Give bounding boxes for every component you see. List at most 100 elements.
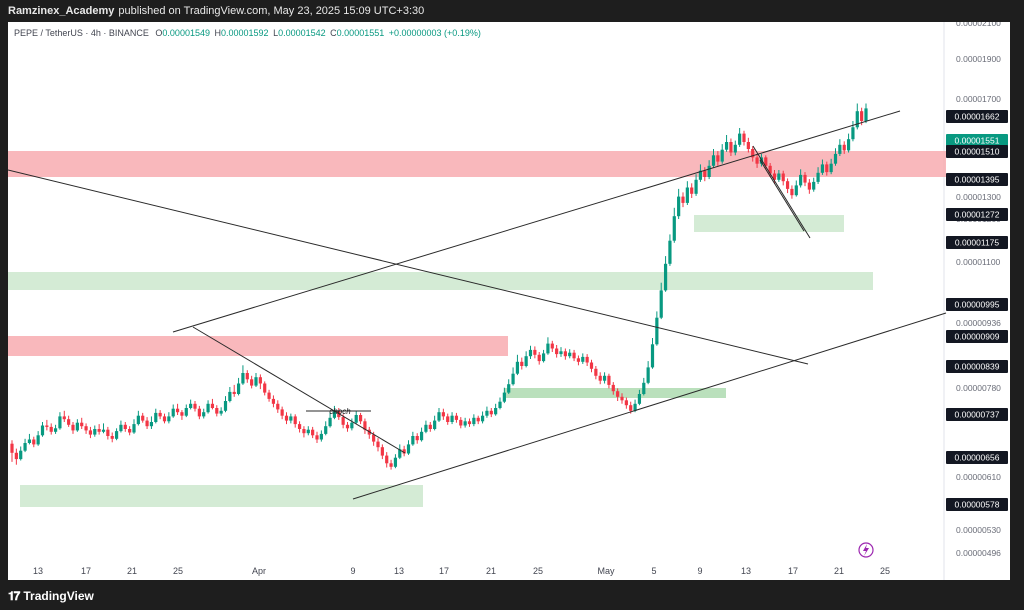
candle-body[interactable] (838, 144, 842, 154)
candle-body[interactable] (363, 421, 367, 430)
candle-body[interactable] (537, 354, 541, 362)
candle-body[interactable] (559, 351, 563, 355)
candle-body[interactable] (428, 424, 432, 429)
candle-body[interactable] (607, 375, 611, 385)
candle-body[interactable] (463, 421, 467, 426)
candle-body[interactable] (293, 416, 297, 425)
candle-body[interactable] (354, 415, 358, 423)
candle-body[interactable] (62, 416, 66, 420)
candle-body[interactable] (193, 403, 197, 409)
candle-body[interactable] (175, 408, 180, 413)
candle-body[interactable] (114, 431, 119, 439)
candle-body[interactable] (206, 403, 210, 413)
candle-body[interactable] (498, 401, 502, 408)
candle-body[interactable] (341, 417, 345, 425)
candle-body[interactable] (864, 108, 868, 121)
candle-body[interactable] (568, 352, 572, 357)
candle-body[interactable] (263, 383, 267, 393)
candle-body[interactable] (799, 174, 803, 186)
candle-body[interactable] (494, 408, 498, 415)
candle-body[interactable] (49, 426, 53, 432)
candle-body[interactable] (171, 408, 175, 417)
candle-body[interactable] (40, 425, 45, 436)
candle-body[interactable] (433, 420, 437, 429)
symbol-name[interactable]: PEPE / TetherUS · 4h · BINANCE (14, 28, 149, 38)
candle-body[interactable] (842, 144, 846, 151)
candle-body[interactable] (733, 144, 737, 153)
candle-body[interactable] (515, 361, 520, 374)
candle-body[interactable] (541, 353, 546, 362)
price-label-box[interactable] (946, 451, 1008, 464)
candle-body[interactable] (581, 356, 585, 362)
candle-body[interactable] (202, 412, 206, 417)
candle-body[interactable] (755, 157, 759, 164)
candle-body[interactable] (406, 444, 411, 454)
candle-body[interactable] (716, 155, 720, 162)
candle-body[interactable] (672, 216, 676, 241)
candle-body[interactable] (611, 384, 615, 392)
candle-body[interactable] (184, 408, 188, 416)
candle-body[interactable] (729, 142, 733, 153)
candle-body[interactable] (616, 391, 620, 397)
candle-body[interactable] (668, 240, 672, 264)
candle-body[interactable] (450, 415, 454, 422)
candle-body[interactable] (324, 426, 328, 434)
candle-body[interactable] (507, 384, 511, 393)
candle-body[interactable] (550, 343, 554, 349)
candle-body[interactable] (629, 405, 633, 411)
candle-body[interactable] (350, 422, 354, 429)
candle-body[interactable] (302, 429, 306, 434)
candle-body[interactable] (703, 170, 707, 177)
channel-upper-line[interactable] (172, 110, 901, 333)
candle-body[interactable] (751, 149, 755, 158)
candle-body[interactable] (707, 165, 711, 177)
candle-body[interactable] (306, 429, 310, 434)
candle-body[interactable] (232, 391, 236, 394)
candle-body[interactable] (328, 417, 332, 427)
candle-body[interactable] (855, 111, 859, 128)
candle-body[interactable] (376, 441, 380, 448)
candle-body[interactable] (624, 400, 628, 406)
candle-body[interactable] (533, 349, 537, 355)
candle-body[interactable] (319, 433, 323, 440)
candle-body[interactable] (833, 153, 838, 164)
candle-body[interactable] (555, 348, 559, 355)
candle-body[interactable] (655, 317, 659, 345)
candle-body[interactable] (711, 155, 716, 166)
candle-body[interactable] (19, 450, 23, 460)
candle-body[interactable] (258, 377, 262, 384)
candle-body[interactable] (276, 403, 280, 410)
candle-body[interactable] (36, 435, 40, 445)
candle-body[interactable] (128, 429, 132, 433)
candle-body[interactable] (860, 111, 864, 121)
candle-body[interactable] (546, 343, 550, 354)
candle-body[interactable] (812, 181, 816, 190)
price-label-box[interactable] (946, 145, 1008, 158)
candle-body[interactable] (585, 356, 589, 363)
candle-body[interactable] (75, 422, 79, 431)
candle-body[interactable] (794, 185, 798, 196)
candle-body[interactable] (372, 434, 376, 442)
candle-body[interactable] (472, 417, 476, 425)
candle-body[interactable] (620, 396, 624, 401)
candle-body[interactable] (267, 392, 271, 399)
price-label-box[interactable] (946, 498, 1008, 511)
candle-body[interactable] (502, 392, 506, 402)
price-label-box[interactable] (946, 173, 1008, 186)
candle-body[interactable] (520, 361, 524, 366)
candle-body[interactable] (228, 391, 232, 401)
price-label-box[interactable] (946, 134, 1008, 147)
candle-body[interactable] (659, 290, 663, 318)
candle-body[interactable] (236, 383, 241, 395)
candle-body[interactable] (145, 420, 149, 427)
channel-lower-line[interactable] (352, 312, 947, 500)
candle-body[interactable] (297, 424, 302, 429)
candle-body[interactable] (167, 416, 171, 422)
candle-body[interactable] (271, 398, 276, 404)
candle-body[interactable] (215, 408, 219, 414)
candle-body[interactable] (189, 403, 193, 408)
candle-body[interactable] (71, 424, 75, 431)
candle-body[interactable] (162, 416, 167, 422)
candle-body[interactable] (650, 344, 655, 368)
price-label-box[interactable] (946, 298, 1008, 311)
